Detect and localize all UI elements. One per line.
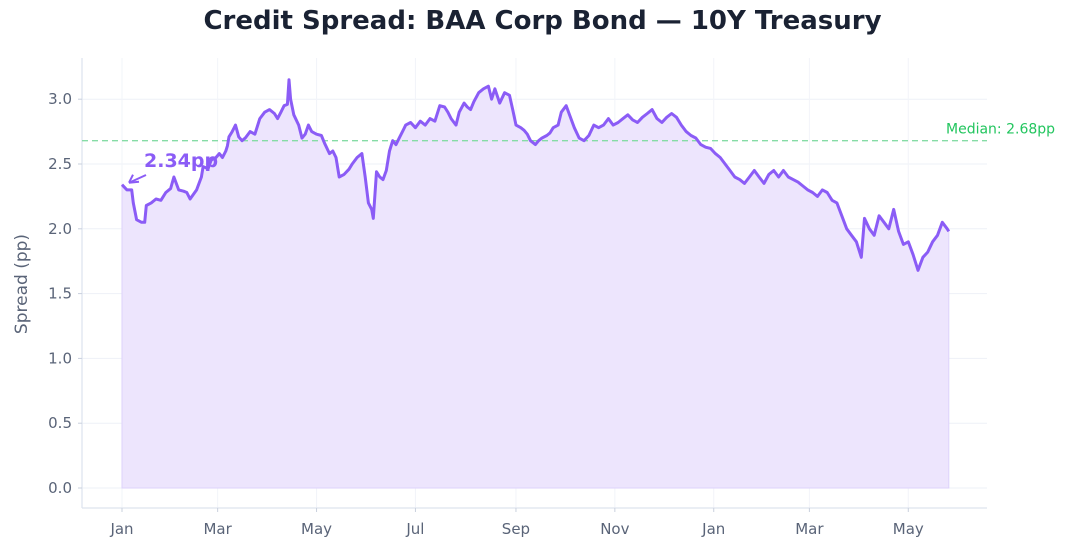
x-tick-label-1: Mar: [203, 520, 232, 538]
y-tick-label-5: 2.5: [48, 155, 72, 173]
y-tick-label-1: 0.5: [48, 414, 72, 432]
y-tick-label-3: 1.5: [48, 285, 72, 303]
annotation-arrow-shaft: [128, 174, 147, 184]
annotation-arrow-head: [128, 174, 140, 184]
y-tick-label-6: 3.0: [48, 90, 72, 108]
y-axis-label: Spread (pp): [12, 234, 32, 334]
x-tick-label-0: Jan: [109, 520, 133, 538]
x-tick-label-8: May: [893, 520, 924, 538]
x-tick-label-5: Nov: [600, 520, 629, 538]
y-tick-labels: 0.0 0.5 1.0 1.5 2.0 2.5 3.0: [48, 90, 82, 497]
y-tick-label-2: 1.0: [48, 349, 72, 367]
annotation-layer: 2.34pp: [128, 150, 218, 184]
series-line: [120, 78, 951, 272]
median-label: Median: 2.68pp: [946, 122, 1055, 138]
x-tick-label-6: Jan: [701, 520, 725, 538]
x-tick-label-4: Sep: [502, 520, 530, 538]
annotation-label: 2.34pp: [144, 150, 218, 172]
median-layer: Median: 2.68pp: [82, 122, 1055, 142]
x-tick-labels: Jan Mar May Jul Sep Nov Jan Mar May: [109, 508, 924, 538]
y-tick-label-0: 0.0: [48, 479, 72, 497]
x-tick-label-7: Mar: [795, 520, 824, 538]
chart-title: Credit Spread: BAA Corp Bond — 10Y Treas…: [203, 6, 882, 36]
axes: [81, 58, 987, 509]
x-tick-label-2: May: [301, 520, 332, 538]
series-line-layer: [120, 78, 951, 272]
x-tick-label-3: Jul: [405, 520, 424, 538]
y-tick-label-4: 2.0: [48, 220, 72, 238]
